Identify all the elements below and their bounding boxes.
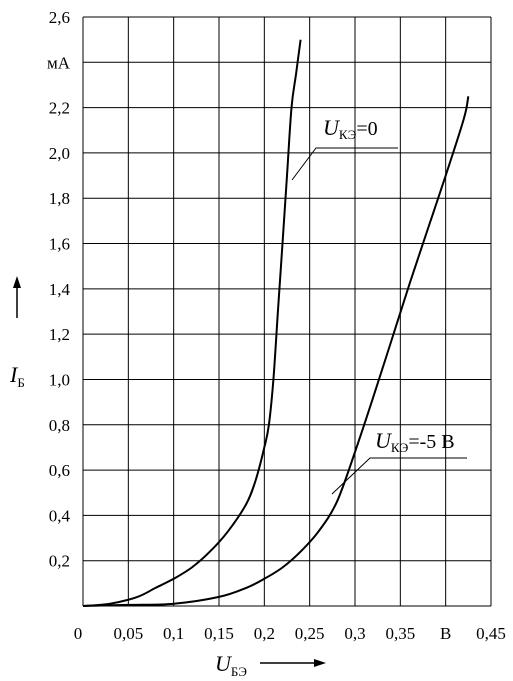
y-tick-label: 2,6 xyxy=(49,8,70,27)
series-label-2-leader xyxy=(331,457,467,495)
series-line-1 xyxy=(82,39,302,607)
series-line-2 xyxy=(82,96,470,607)
y-tick-label: 1,0 xyxy=(49,370,70,389)
svg-text:UКЭ=0: UКЭ=0 xyxy=(323,115,378,142)
svg-text:IБ: IБ xyxy=(9,362,25,390)
y-tick-label: мА xyxy=(47,53,71,72)
x-axis-label: UБЭ xyxy=(215,651,326,679)
series-label-1-leader xyxy=(291,147,398,181)
x-tick-label: 0,1 xyxy=(163,624,184,643)
series-label-1-rest: =0 xyxy=(356,118,377,140)
x-tick-label: В xyxy=(440,624,451,643)
series-label-2-main: U xyxy=(375,428,393,453)
grid xyxy=(82,16,492,607)
x-tick-label: 0,35 xyxy=(385,624,415,643)
y-tick-label: 2,0 xyxy=(49,144,70,163)
y-tick-label: 1,6 xyxy=(49,235,70,254)
x-tick-label: 0,3 xyxy=(344,624,365,643)
x-axis-label-sub: БЭ xyxy=(231,664,247,679)
tick-labels: 0 0,05 0,1 0,15 0,2 0,25 0,3 0,35 В 0,45 0,2 0,4 0,6… xyxy=(47,8,506,643)
series-label-1-sub: КЭ xyxy=(339,127,357,142)
y-tick-label: 0,8 xyxy=(49,416,70,435)
y-tick-label: 1,2 xyxy=(49,325,70,344)
series-label-1: UКЭ=0 xyxy=(291,115,398,181)
x-tick-label: 0,25 xyxy=(295,624,325,643)
y-axis-arrowhead-icon xyxy=(13,276,21,288)
series-label-2: UКЭ=-5 В xyxy=(331,428,467,495)
series-label-1-main: U xyxy=(323,115,341,140)
x-axis-arrowhead-icon xyxy=(314,659,326,667)
x-tick-label: 0,15 xyxy=(204,624,234,643)
series-label-2-sub: КЭ xyxy=(391,440,409,455)
x-axis-label-main: U xyxy=(215,651,233,676)
series-label-2-rest: =-5 В xyxy=(408,431,454,453)
x-tick-label: 0,45 xyxy=(476,624,506,643)
svg-text:UБЭ: UБЭ xyxy=(215,651,247,679)
y-tick-label: 1,8 xyxy=(49,189,70,208)
x-tick-label: 0 xyxy=(74,624,83,643)
y-tick-label: 0,6 xyxy=(49,461,70,480)
y-axis-label-main: I xyxy=(9,362,19,387)
x-tick-label: 0,2 xyxy=(254,624,275,643)
y-axis-label: IБ xyxy=(9,276,25,390)
y-tick-label: 1,4 xyxy=(49,280,71,299)
y-tick-label: 0,2 xyxy=(49,552,70,571)
y-axis-label-sub: Б xyxy=(17,375,24,390)
series-curves xyxy=(82,39,470,607)
y-tick-label: 0,4 xyxy=(49,506,71,525)
y-tick-label: 2,2 xyxy=(49,99,70,118)
x-tick-label: 0,05 xyxy=(113,624,143,643)
svg-text:UКЭ=-5 В: UКЭ=-5 В xyxy=(375,428,455,455)
